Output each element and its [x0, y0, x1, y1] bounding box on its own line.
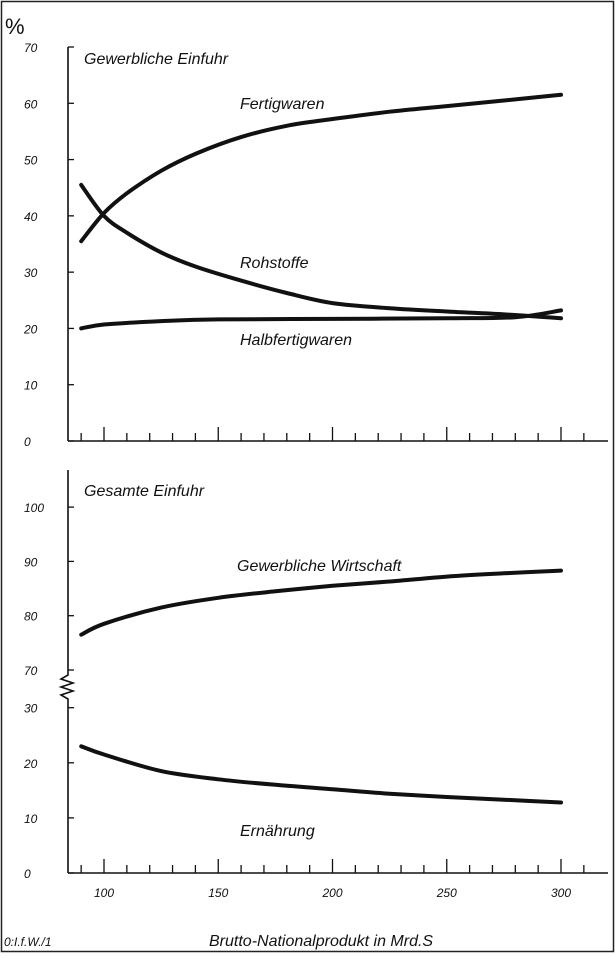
y-tick-label: 90	[24, 555, 38, 569]
y-tick-label: 30	[24, 266, 38, 280]
y-axis-break	[58, 670, 76, 703]
series-label-ernaehrung: Ernährung	[240, 823, 315, 840]
series-group-bottom	[79, 568, 563, 805]
y-tick-label: 80	[24, 610, 38, 624]
y-tick-label: 40	[24, 210, 38, 224]
series-line-halbfertigwaren	[79, 308, 563, 331]
series-line-gewerbliche-wirtschaft	[79, 568, 563, 637]
x-ticks-top	[80, 427, 585, 441]
y-unit-label: %	[5, 14, 25, 39]
x-tick-label: 150	[208, 886, 228, 900]
source-label: 0:I.f.W./1	[4, 935, 52, 949]
y-tick-label: 60	[24, 97, 38, 111]
y-tick-label: 20	[23, 757, 38, 771]
series-label-fertigwaren: Fertigwaren	[240, 96, 325, 113]
panel-title-bottom: Gesamte Einfuhr	[84, 483, 205, 500]
y-ticks-top: 0 10 20 30 40 50 60 70	[23, 41, 74, 449]
x-tick-labels: 100 150 200 250 300	[94, 886, 571, 900]
y-tick-label: 30	[24, 702, 38, 716]
y-tick-label: 100	[24, 501, 44, 515]
y-tick-label: 50	[24, 154, 38, 168]
series-group-top	[79, 92, 563, 331]
panel-gewerbliche-einfuhr: Gewerbliche Einfuhr 0 10 20 30 40 50 60 70 Fert…	[23, 41, 608, 449]
x-ticks-bottom	[80, 859, 585, 873]
series-line-rohstoffe	[79, 182, 563, 321]
y-tick-label: 70	[24, 41, 38, 55]
x-tick-label: 200	[321, 886, 342, 900]
x-tick-label: 100	[94, 886, 114, 900]
x-tick-label: 250	[436, 886, 457, 900]
panel-gesamte-einfuhr: Gesamte Einfuhr 0 10 20 30 70 80 90 100 Gewerbl…	[23, 470, 608, 881]
series-label-rohstoffe: Rohstoffe	[240, 255, 309, 272]
y-tick-label: 0	[24, 867, 31, 881]
y-tick-label: 0	[24, 435, 31, 449]
x-tick-label: 300	[551, 886, 571, 900]
panel-title-top: Gewerbliche Einfuhr	[84, 51, 229, 68]
y-tick-label: 10	[24, 812, 38, 826]
y-tick-label: 20	[23, 322, 38, 336]
x-axis-title: Brutto-Nationalprodukt in Mrd.S	[209, 933, 433, 950]
y-ticks-bottom: 0 10 20 30 70 80 90 100	[23, 501, 74, 881]
series-line-fertigwaren	[79, 92, 563, 244]
series-label-halbfertigwaren: Halbfertigwaren	[240, 332, 352, 349]
series-label-gewerbliche-wirtschaft: Gewerbliche Wirtschaft	[237, 558, 402, 575]
series-line-ernaehrung	[79, 744, 563, 805]
y-tick-label: 10	[24, 379, 38, 393]
y-tick-label: 70	[24, 664, 38, 678]
